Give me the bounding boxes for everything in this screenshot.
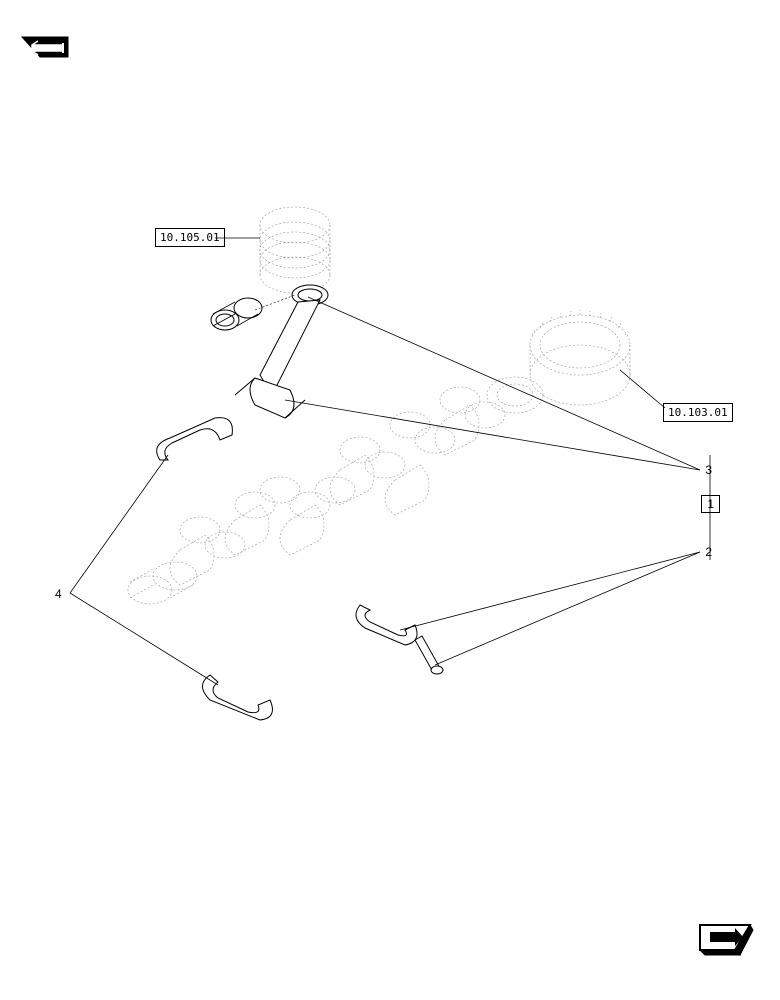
bolt-part	[415, 636, 443, 674]
connecting-rod-part	[235, 285, 328, 418]
crankshaft-part	[128, 377, 543, 604]
forward-nav-icon[interactable]	[695, 920, 755, 960]
back-nav-icon[interactable]	[20, 35, 70, 65]
bearing-cap-part	[356, 605, 417, 645]
piston-part	[260, 207, 330, 293]
bearing-upper-part	[157, 418, 233, 460]
exploded-diagram	[60, 200, 720, 750]
gear-part	[530, 310, 630, 405]
pin-bushing-part	[211, 298, 262, 330]
